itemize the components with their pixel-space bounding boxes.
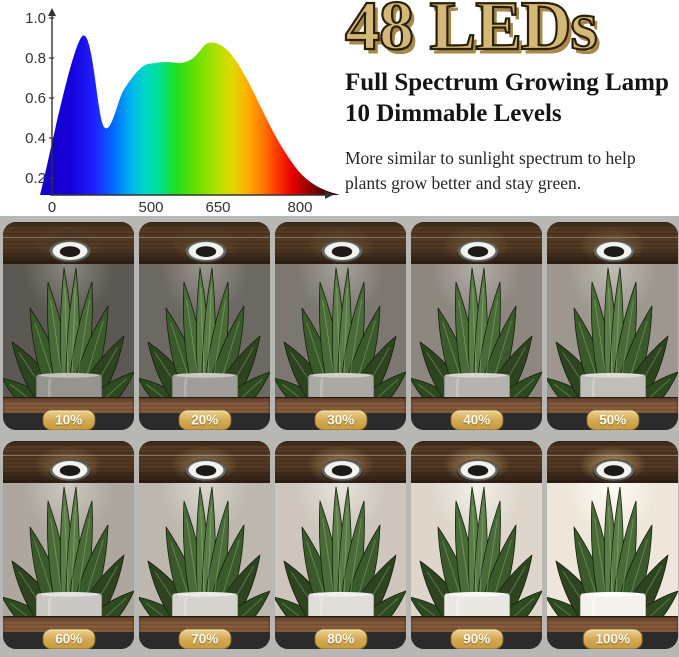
svg-text:0.6: 0.6	[25, 90, 46, 107]
svg-text:0: 0	[48, 199, 56, 213]
svg-text:1.0: 1.0	[25, 10, 46, 27]
svg-text:0.2: 0.2	[25, 170, 46, 187]
svg-text:0.8: 0.8	[25, 50, 46, 67]
svg-text:500: 500	[138, 199, 163, 213]
svg-text:650: 650	[205, 199, 230, 213]
svg-text:0.4: 0.4	[25, 130, 46, 147]
svg-text:800: 800	[287, 199, 312, 213]
